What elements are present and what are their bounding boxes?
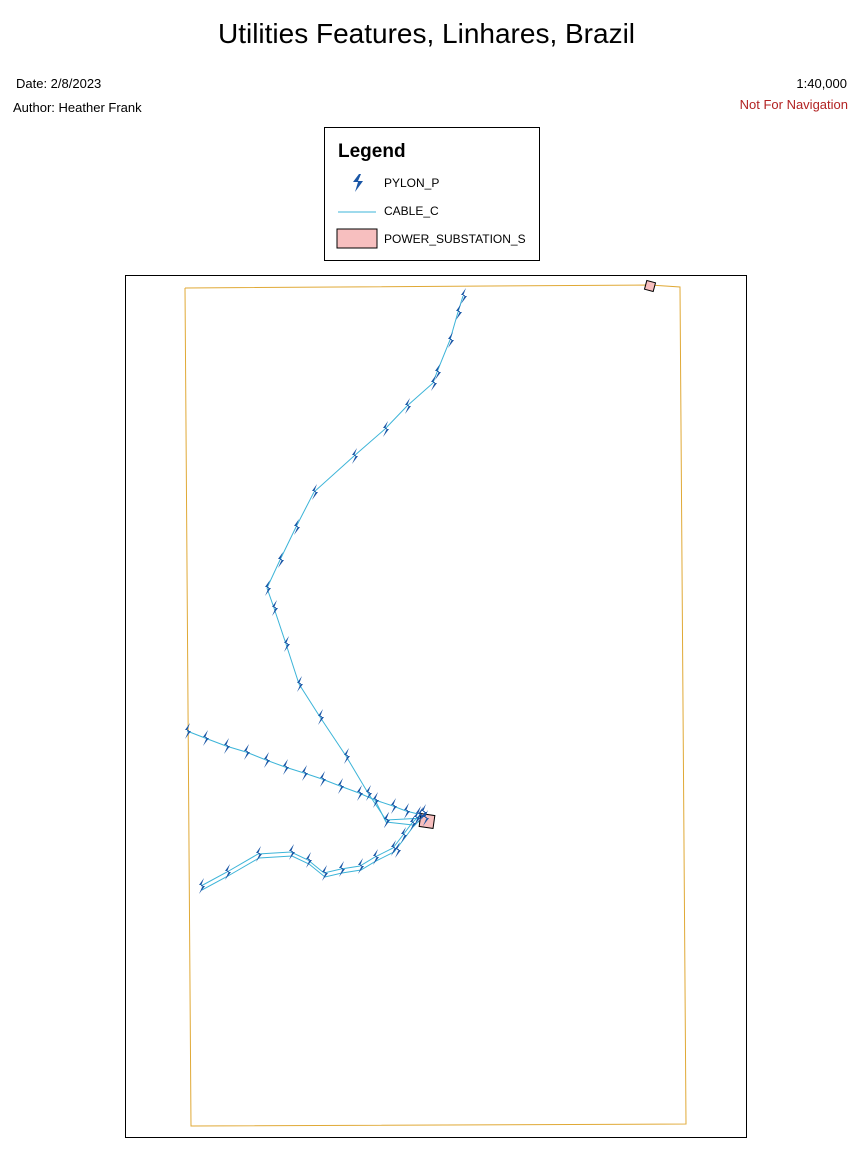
legend-item-cable: CABLE_C	[324, 200, 540, 224]
pylon-icon	[322, 865, 328, 881]
substation-north-east	[644, 280, 655, 291]
map-scale: 1:40,000	[796, 76, 847, 91]
pylon-icon	[272, 600, 278, 616]
map-canvas	[126, 276, 746, 1137]
cable-line-south-parallel	[202, 819, 421, 890]
pylon-icon	[383, 421, 389, 437]
study-area-boundary	[185, 285, 686, 1126]
pylon-icon	[199, 878, 205, 894]
legend-item-pylon: PYLON_P	[324, 172, 540, 196]
substation-square-symbol	[336, 228, 378, 250]
pylon-icon	[461, 288, 467, 304]
cable-line-south	[201, 815, 420, 886]
map-author: Author: Heather Frank	[13, 100, 142, 115]
legend-label-cable: CABLE_C	[384, 204, 439, 218]
map-frame	[125, 275, 747, 1138]
pylon-icon	[431, 375, 437, 391]
cable-line-west	[187, 731, 418, 814]
lightning-icon	[350, 174, 366, 192]
map-title: Utilities Features, Linhares, Brazil	[0, 18, 853, 50]
cable-line-symbol	[336, 200, 378, 224]
pylon-icon	[352, 448, 358, 464]
legend-label-substation: POWER_SUBSTATION_S	[384, 232, 526, 246]
map-date: Date: 2/8/2023	[16, 76, 101, 91]
pylon-icon	[401, 827, 407, 843]
pylon-icon	[284, 636, 290, 652]
pylon-icon	[405, 398, 411, 414]
pylon-icon	[318, 709, 324, 725]
legend-item-substation: POWER_SUBSTATION_S	[324, 228, 540, 252]
legend-label-pylon: PYLON_P	[384, 176, 439, 190]
pylon-icon	[435, 364, 441, 380]
pylon-icon	[410, 815, 416, 831]
cable-line-north	[267, 296, 463, 820]
pylon-icon	[448, 332, 454, 348]
legend-title: Legend	[338, 141, 406, 163]
pylon-icon	[312, 484, 318, 500]
navigation-warning: Not For Navigation	[740, 97, 848, 112]
